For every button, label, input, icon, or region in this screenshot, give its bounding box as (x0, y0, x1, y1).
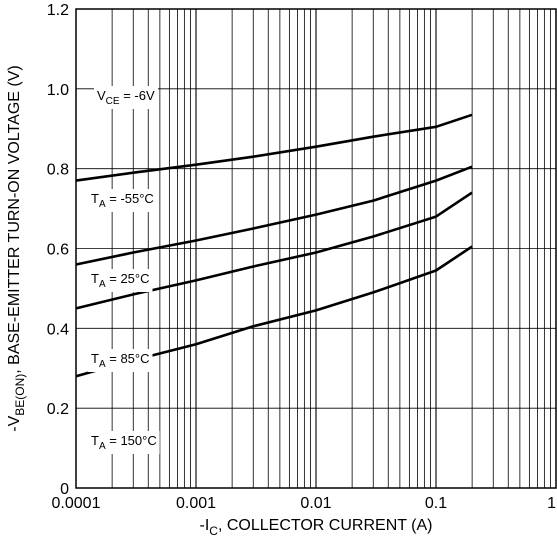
series-label-3: TA = 85°C (88, 349, 153, 372)
series-label-4-bg (88, 431, 160, 454)
series-line-3 (75, 191, 473, 310)
series-label-3-bg (88, 349, 153, 372)
series-label-1: TA = -55°C (88, 189, 157, 212)
series-label-3-text: TA = 85°C (91, 351, 150, 370)
series-label-4: TA = 150°C (88, 431, 160, 454)
grid (75, 8, 557, 489)
x-tick-label: 1 (547, 495, 556, 512)
series-line-1 (75, 113, 473, 182)
y-tick-label: 1.2 (47, 2, 69, 19)
curves (75, 113, 473, 378)
y-axis-title: -VBE(ON), BASE-EMITTER TURN-ON VOLTAGE (… (6, 65, 27, 431)
tick-labels: 0.0001 0.001 0.01 0.1 1 0 0.2 0.4 0.6 0.8 1.0 1.2 (47, 2, 556, 512)
series-label-2-bg (88, 269, 153, 292)
annotation-vce: VCE = -6V (94, 86, 158, 109)
y-tick-label: 1.0 (47, 82, 69, 99)
series-label-1-bg (88, 189, 157, 212)
y-tick-label: 0 (60, 481, 69, 498)
series-label-4-text: TA = 150°C (91, 433, 157, 452)
y-tick-label: 0.8 (47, 162, 69, 179)
y-tick-label: 0.6 (47, 242, 69, 259)
curve-labels: VCE = -6V TA = -55°C TA = 25°C TA = 85°C TA … (88, 86, 160, 454)
x-tick-label: 0.001 (176, 495, 216, 512)
x-tick-label: 0.1 (425, 495, 447, 512)
series-line-2 (75, 165, 473, 266)
annotation-vce-bg (94, 86, 158, 109)
series-label-1-text: TA = -55°C (91, 191, 154, 210)
x-tick-label: 0.0001 (52, 495, 101, 512)
y-tick-label: 0.4 (47, 321, 69, 338)
annotation-vce-text: VCE = -6V (97, 88, 155, 107)
axis-titles: -IC, COLLECTOR CURRENT (A) -VBE(ON), BASE… (6, 65, 433, 538)
y-tick-label: 0.2 (47, 401, 69, 418)
x-tick-label: 0.01 (300, 495, 331, 512)
x-axis-title: -IC, COLLECTOR CURRENT (A) (200, 517, 433, 538)
series-label-2: TA = 25°C (88, 269, 153, 292)
series-label-2-text: TA = 25°C (91, 271, 150, 290)
